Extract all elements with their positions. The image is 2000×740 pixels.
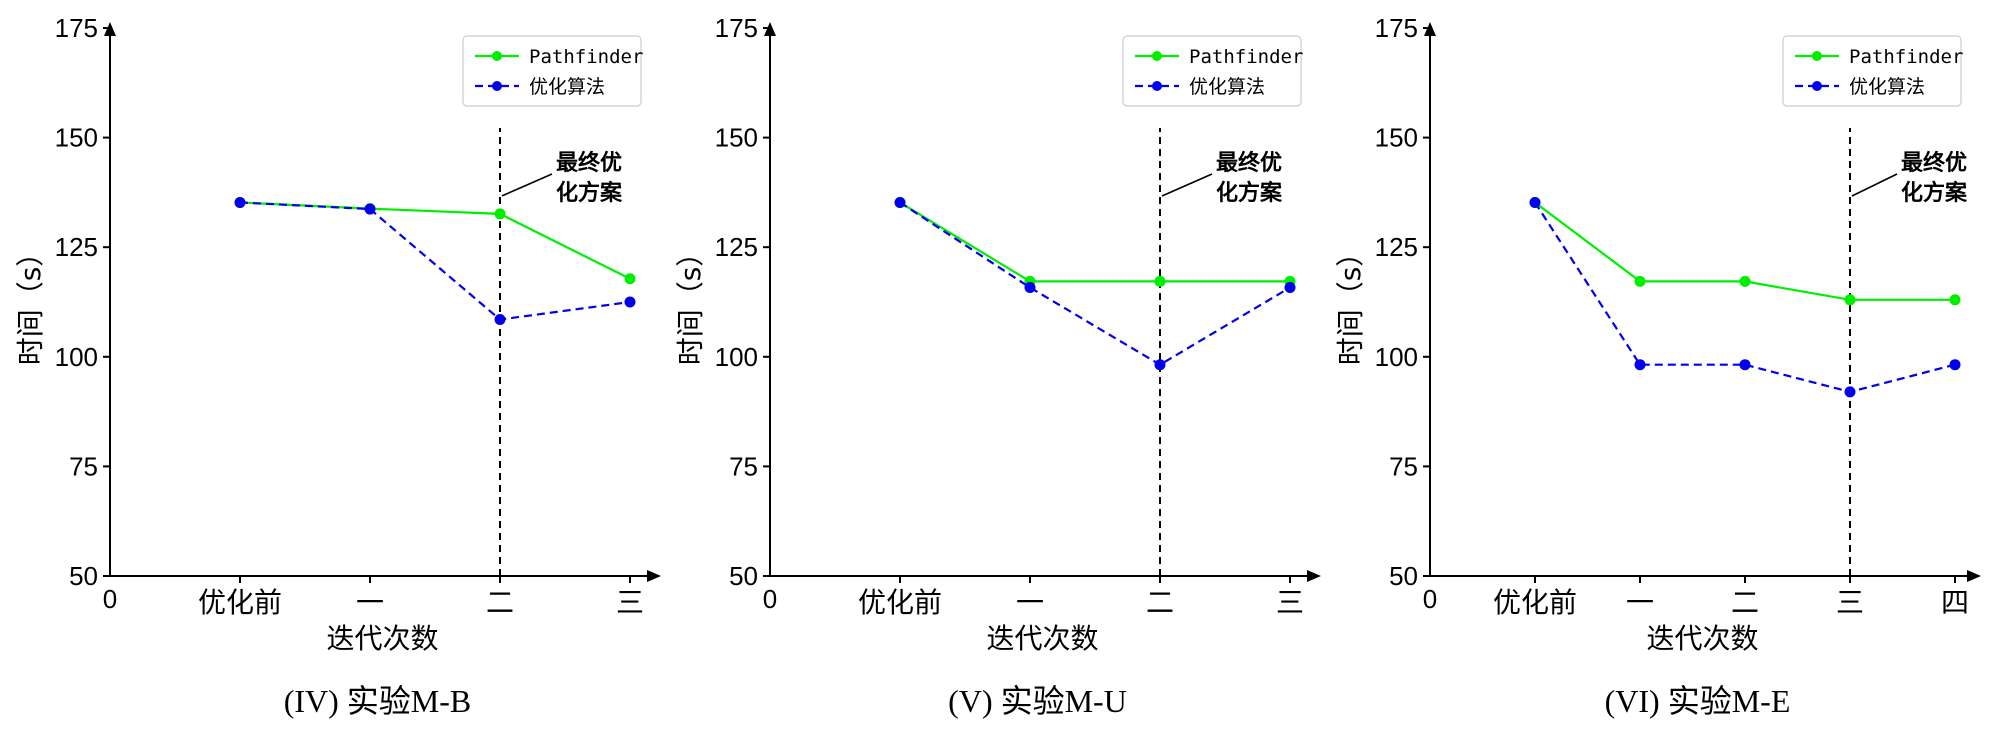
legend-label: Pathfinder xyxy=(1189,46,1303,68)
annotation-text: 最终优 xyxy=(556,150,622,176)
series-line-pathfinder xyxy=(239,201,631,280)
y-tick-label: 100 xyxy=(715,342,758,372)
y-tick-label: 100 xyxy=(55,342,98,372)
x-axis-title: 迭代次数 xyxy=(1646,622,1758,655)
series-line-optimized xyxy=(1534,201,1956,394)
legend-label: Pathfinder xyxy=(1849,46,1963,68)
data-point-optimized xyxy=(1844,386,1856,398)
annotation-text: 最终优 xyxy=(1216,150,1282,176)
x-tick-label: 四 xyxy=(1941,586,1969,619)
y-tick-label: 50 xyxy=(69,561,98,591)
data-point-optimized xyxy=(1154,359,1166,371)
legend-box xyxy=(1782,35,1962,107)
y-tick-label: 50 xyxy=(729,561,758,591)
annotation-text: 最终优 xyxy=(1901,150,1967,176)
data-point-optimized xyxy=(1739,359,1751,371)
y-tick-label: 125 xyxy=(715,232,758,262)
y-tick-label: 75 xyxy=(1389,451,1418,481)
legend-box xyxy=(1122,35,1302,107)
y-tick-label: 125 xyxy=(55,232,98,262)
y-axis-title: 时间（s） xyxy=(1334,239,1367,366)
x-tick-label: 优化前 xyxy=(1493,586,1577,619)
x-axis-arrow xyxy=(1307,570,1321,582)
annotation-text: 化方案 xyxy=(1901,180,1968,206)
legend-swatch-marker xyxy=(1152,81,1162,91)
x-tick-label: 一 xyxy=(356,586,384,619)
data-point-pathfinder xyxy=(1949,294,1961,306)
y-axis-title: 时间（s） xyxy=(674,239,707,366)
legend-label: 优化算法 xyxy=(529,76,605,98)
x-origin-label: 0 xyxy=(763,584,777,614)
legend-swatch-marker xyxy=(1812,51,1822,61)
x-origin-label: 0 xyxy=(1423,584,1437,614)
data-point-optimized xyxy=(1024,282,1036,294)
legend-swatch-marker xyxy=(1152,51,1162,61)
data-point-optimized xyxy=(364,203,376,215)
annotation-leader xyxy=(1161,173,1213,197)
x-origin-label: 0 xyxy=(103,584,117,614)
series-line-pathfinder xyxy=(899,201,1290,283)
data-point-optimized xyxy=(494,314,506,326)
x-tick-label: 三 xyxy=(1836,586,1864,619)
data-point-pathfinder xyxy=(494,208,506,220)
y-tick-label: 175 xyxy=(1375,13,1418,43)
data-point-optimized xyxy=(1284,282,1296,294)
legend-swatch-marker xyxy=(492,51,502,61)
annotation-text: 化方案 xyxy=(556,180,623,206)
legend-label: Pathfinder xyxy=(529,46,643,68)
x-tick-label: 三 xyxy=(616,586,644,619)
y-axis-title: 时间（s） xyxy=(14,239,47,366)
x-tick-label: 一 xyxy=(1626,586,1654,619)
x-axis-title: 迭代次数 xyxy=(986,622,1098,655)
chart-caption: (VI) 实验M-E xyxy=(1605,683,1791,719)
data-point-pathfinder xyxy=(1634,275,1646,287)
x-tick-label: 二 xyxy=(486,586,514,619)
chart-caption: (IV) 实验M-B xyxy=(284,683,472,719)
x-tick-label: 优化前 xyxy=(858,586,942,619)
data-point-optimized xyxy=(1949,359,1961,371)
y-tick-label: 50 xyxy=(1389,561,1418,591)
y-tick-label: 175 xyxy=(55,13,98,43)
data-point-optimized xyxy=(624,296,636,308)
data-point-optimized xyxy=(234,196,246,208)
data-point-pathfinder xyxy=(1154,275,1166,287)
y-tick-label: 150 xyxy=(1375,123,1418,153)
legend-box xyxy=(462,35,642,107)
data-point-optimized xyxy=(1634,359,1646,371)
x-axis-arrow xyxy=(1967,570,1981,582)
series-line-optimized xyxy=(239,201,631,321)
y-tick-label: 150 xyxy=(55,123,98,153)
y-tick-label: 100 xyxy=(1375,342,1418,372)
chart-caption: (V) 实验M-U xyxy=(948,683,1127,719)
legend-label: 优化算法 xyxy=(1849,76,1925,98)
data-point-optimized xyxy=(1529,196,1541,208)
data-point-pathfinder xyxy=(624,273,636,285)
data-point-optimized xyxy=(894,196,906,208)
series-line-optimized xyxy=(899,201,1291,366)
x-axis-arrow xyxy=(647,570,661,582)
y-tick-label: 150 xyxy=(715,123,758,153)
y-tick-label: 125 xyxy=(1375,232,1418,262)
y-tick-label: 75 xyxy=(729,451,758,481)
annotation-leader xyxy=(1851,173,1898,197)
legend-label: 优化算法 xyxy=(1189,76,1265,98)
x-tick-label: 优化前 xyxy=(198,586,282,619)
annotation-leader xyxy=(501,173,553,197)
annotation-text: 化方案 xyxy=(1216,180,1283,206)
y-tick-label: 175 xyxy=(715,13,758,43)
data-point-pathfinder xyxy=(1739,275,1751,287)
data-point-pathfinder xyxy=(1844,294,1856,306)
x-tick-label: 三 xyxy=(1276,586,1304,619)
y-tick-label: 75 xyxy=(69,451,98,481)
x-tick-label: 二 xyxy=(1146,586,1174,619)
legend-swatch-marker xyxy=(492,81,502,91)
legend-swatch-marker xyxy=(1812,81,1822,91)
x-tick-label: 二 xyxy=(1731,586,1759,619)
x-axis-title: 迭代次数 xyxy=(326,622,438,655)
x-tick-label: 一 xyxy=(1016,586,1044,619)
